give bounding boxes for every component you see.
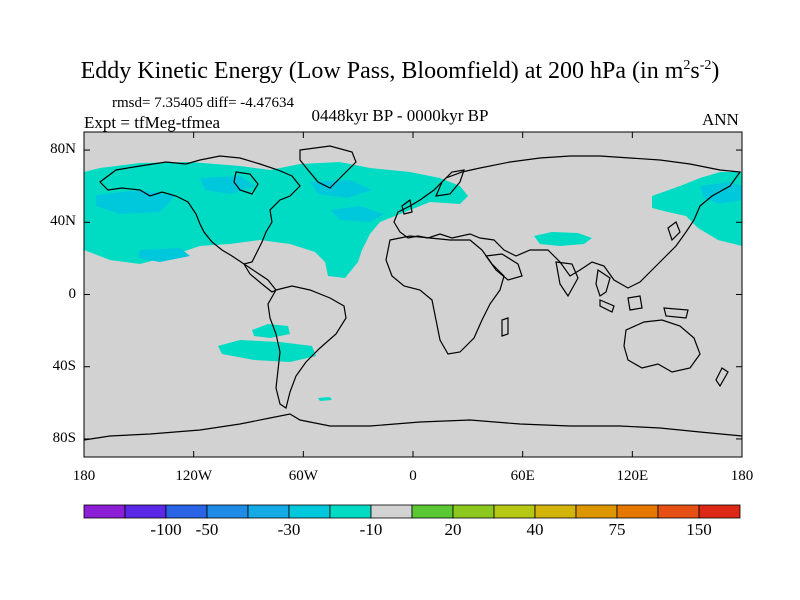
x-tick-label: 180 — [72, 468, 96, 484]
coast-india — [555, 261, 579, 298]
colorbar-label: -10 — [359, 520, 383, 539]
region-east-pacific-core — [138, 248, 190, 262]
y-tick-label: 80N — [50, 141, 76, 158]
y-tick-label: 0 — [68, 285, 77, 302]
colorbar-label: -100 — [150, 520, 182, 539]
x-tick-label: 120W — [175, 468, 212, 484]
colorbar-label: -30 — [277, 520, 301, 539]
colorbar-label: 150 — [686, 520, 712, 539]
region-atlantic-core — [310, 180, 372, 198]
coast-north-america — [99, 155, 301, 265]
x-tick-label: 0 — [409, 468, 417, 484]
region-north-pacific-core — [96, 190, 175, 214]
experiment-label: Expt = tfMeg-tfmea — [84, 113, 221, 132]
x-tick-label: 180 — [730, 468, 754, 484]
colorbar-swatch — [370, 504, 413, 519]
colorbar-swatch — [698, 504, 741, 519]
season-label: ANN — [702, 110, 739, 129]
stats-text: rmsd= 7.35405 diff= -4.47634 — [112, 95, 295, 111]
region-south-pacific-2 — [218, 340, 316, 362]
coast-madagascar — [501, 317, 509, 337]
coast-sumatra — [599, 299, 615, 313]
coast-south-america — [267, 285, 347, 409]
colorbar-swatch — [247, 504, 290, 519]
region-northwest-pacific-core — [700, 182, 742, 204]
region-south-atlantic-spot — [318, 397, 332, 401]
region-south-pacific-1 — [252, 324, 290, 338]
plot-title: Eddy Kinetic Energy (Low Pass, Bloomfiel… — [80, 58, 720, 84]
region-atlantic-core-2 — [330, 206, 384, 222]
coast-greenland — [299, 145, 357, 189]
coast-se-asia — [595, 268, 611, 297]
colorbar-label: 75 — [608, 520, 626, 539]
region-canada-core — [200, 176, 255, 194]
x-tick-label: 60E — [510, 468, 535, 484]
colorbar-label: -50 — [195, 520, 219, 539]
y-ticks — [84, 149, 742, 440]
colorbar-swatch — [493, 504, 536, 519]
colorbar-swatch — [616, 504, 659, 519]
x-tick-label: 60W — [288, 468, 318, 484]
colorbar-swatch — [657, 504, 700, 519]
y-tick-label: 40N — [50, 213, 76, 230]
coast-eurasia — [393, 155, 742, 289]
coast-australia — [623, 319, 701, 373]
region-dateline-west — [84, 196, 96, 212]
colorbar-swatch — [534, 504, 577, 519]
colorbar-swatch — [83, 504, 126, 519]
colorbar-swatch — [329, 504, 372, 519]
coast-japan — [667, 221, 681, 242]
coast-africa — [385, 235, 505, 355]
coast-borneo — [627, 295, 643, 311]
coast-new-zealand — [715, 367, 729, 388]
coast-arabia — [484, 253, 523, 281]
coast-hudson-bay — [233, 171, 259, 195]
x-ticks — [83, 132, 743, 457]
coast-central-america — [243, 263, 277, 293]
coast-british-isles — [401, 198, 413, 215]
colorbar-swatch — [411, 504, 454, 519]
colorbar-swatch — [452, 504, 495, 519]
region-central-asia — [534, 232, 592, 246]
colorbar — [83, 504, 741, 519]
x-tick-label: 120E — [616, 468, 649, 484]
colorbar-swatch — [206, 504, 249, 519]
anomaly-regions — [84, 162, 742, 401]
colorbar-swatch — [165, 504, 208, 519]
colorbar-swatch — [575, 504, 618, 519]
y-tick-label: 40S — [52, 357, 76, 374]
coast-new-guinea — [663, 307, 689, 319]
colorbar-label: 20 — [444, 520, 462, 539]
coastlines — [83, 145, 743, 441]
period-label: 0448kyr BP - 0000kyr BP — [311, 106, 489, 125]
colorbar-swatch — [124, 504, 167, 519]
coast-scandinavia — [435, 169, 465, 197]
colorbar-swatch — [288, 504, 331, 519]
colorbar-label: 40 — [526, 520, 544, 539]
y-tick-label: 80S — [52, 429, 76, 446]
coast-antarctica — [83, 413, 743, 441]
